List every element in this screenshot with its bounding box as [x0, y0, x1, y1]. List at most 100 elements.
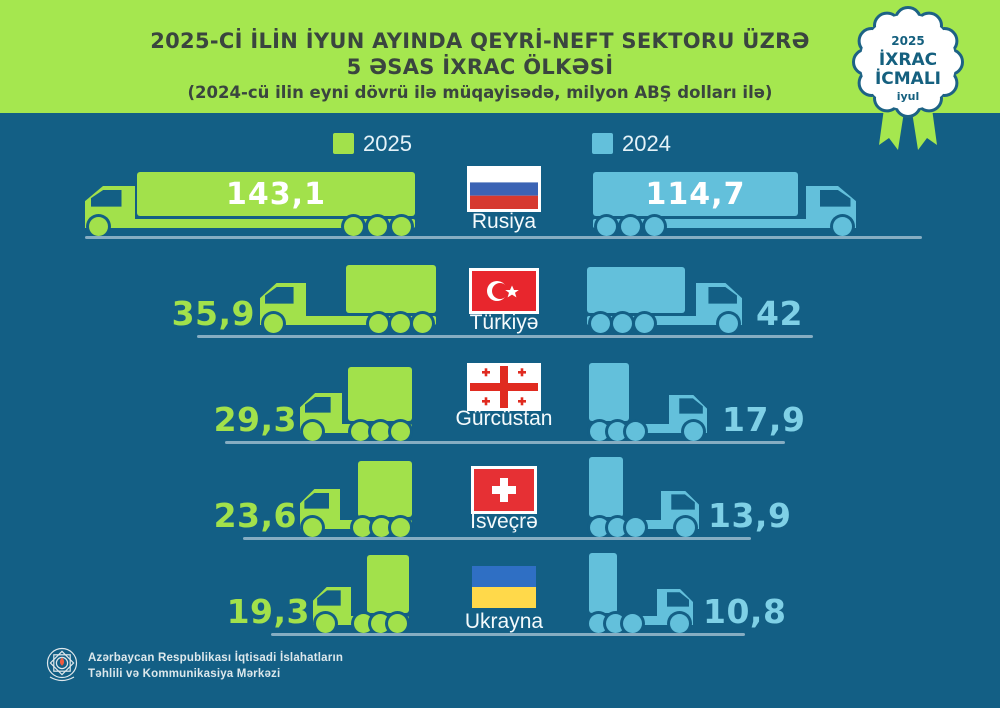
title-line-1: 2025-Cİ İLİN İYUN AYINDA QEYRİ-NEFT SEKT…	[150, 29, 810, 53]
value-2025: 143,1	[226, 176, 326, 212]
truck-wheel	[606, 614, 625, 633]
header-band: 2025-Cİ İLİN İYUN AYINDA QEYRİ-NEFT SEKT…	[0, 0, 1000, 113]
truck-2024-icon	[589, 455, 699, 537]
value-2025: 29,3	[213, 400, 297, 439]
truck-wheel	[371, 422, 390, 441]
truck-2025-icon	[260, 263, 436, 333]
cab-window	[265, 286, 294, 304]
truck-chassis	[260, 316, 436, 325]
truck-wheel	[392, 217, 411, 236]
rosette-badge-icon: 2025 İXRAC İCMALI iyul	[852, 6, 964, 150]
value-2024: 17,9	[722, 400, 806, 439]
truck-box	[589, 553, 617, 613]
truck-trailer: 114,7	[593, 172, 798, 216]
value-2024: 42	[756, 294, 803, 333]
truck-box	[358, 461, 412, 517]
road-line	[225, 441, 785, 444]
truck-wheel	[316, 614, 335, 633]
truck-wheel	[391, 314, 410, 333]
value-2025: 35,9	[171, 294, 255, 333]
truck-wheel	[591, 314, 610, 333]
value-2024: 10,8	[703, 592, 787, 631]
truck-wheel	[626, 422, 645, 441]
footer-line-2: Təhlili və Kommunikasiya Mərkəzi	[88, 668, 281, 680]
truck-wheel	[264, 314, 283, 333]
truck-wheel	[719, 314, 738, 333]
cab-window	[819, 189, 851, 207]
road-line	[271, 633, 745, 636]
truck-wheel	[589, 614, 608, 633]
truck-2024-icon	[589, 361, 707, 441]
truck-wheel	[833, 217, 852, 236]
title-line-2: 5 ƏSAS İXRAC ÖLKƏSİ	[346, 55, 614, 79]
turkey-flag-icon	[469, 268, 539, 314]
road-line	[197, 335, 813, 338]
truck-wheel	[684, 422, 703, 441]
country-label: Türkiyə	[469, 311, 539, 334]
truck-2025-icon: 143,1	[85, 170, 415, 236]
export-review-badge: 2025 İXRAC İCMALI iyul	[848, 4, 968, 154]
legend-label-2024: 2024	[622, 131, 671, 156]
road-line	[85, 236, 922, 239]
truck-wheel	[590, 422, 609, 441]
truck-2025-icon	[300, 365, 412, 441]
truck-chassis	[593, 219, 856, 228]
truck-wheel	[372, 518, 391, 537]
truck-chassis	[85, 219, 415, 228]
truck-wheel	[353, 518, 372, 537]
truck-chassis	[587, 316, 742, 325]
truck-box	[587, 267, 685, 313]
truck-wheel	[608, 518, 627, 537]
legend-swatch-2024	[592, 133, 613, 154]
truck-wheel	[670, 614, 689, 633]
truck-wheel	[368, 217, 387, 236]
country-label: Ukrayna	[464, 610, 544, 633]
cab-window	[90, 189, 122, 207]
footer-line-1: Azərbaycan Respublikası İqtisadi İslahat…	[88, 652, 344, 664]
title-subtitle: (2024-cü ilin eyni dövrü ilə müqayisədə,…	[187, 83, 773, 102]
truck-wheel	[388, 614, 407, 633]
truck-wheel	[645, 217, 664, 236]
truck-wheel	[590, 518, 609, 537]
badge-title-1: İXRAC	[879, 48, 937, 70]
truck-wheel	[303, 518, 322, 537]
truck-box	[589, 457, 623, 517]
truck-wheel	[371, 614, 390, 633]
truck-wheel	[344, 217, 363, 236]
truck-wheel	[351, 422, 370, 441]
truck-wheel	[391, 422, 410, 441]
truck-box	[367, 555, 409, 613]
truck-wheel	[621, 217, 640, 236]
truck-wheel	[626, 518, 645, 537]
truck-wheel	[303, 422, 322, 441]
country-label: Rusiya	[471, 210, 537, 233]
truck-wheel	[354, 614, 373, 633]
value-2025: 19,3	[226, 592, 310, 631]
state-emblem-icon	[44, 646, 80, 686]
value-2024: 114,7	[645, 176, 746, 212]
truck-box	[589, 363, 629, 421]
truck-box	[346, 265, 436, 313]
truck-box	[348, 367, 412, 421]
russia-flag-icon	[467, 166, 541, 212]
road-line	[243, 537, 751, 540]
truck-cab	[806, 186, 856, 228]
georgia-flag-icon	[467, 363, 541, 411]
truck-2024-icon	[589, 551, 693, 633]
value-2025: 23,6	[213, 496, 297, 535]
truck-wheel	[89, 217, 108, 236]
ukraine-flag-icon	[472, 566, 536, 608]
cab-window	[666, 592, 690, 607]
cab-window	[304, 396, 331, 413]
truck-chassis	[589, 424, 707, 433]
truck-2024-icon: 114,7	[593, 170, 856, 236]
truck-wheel	[676, 518, 695, 537]
truck-2024-icon	[587, 263, 742, 333]
value-2024: 13,9	[708, 496, 792, 535]
cab-window	[304, 492, 330, 509]
truck-wheel	[623, 614, 642, 633]
truck-wheel	[369, 314, 388, 333]
badge-year: 2025	[891, 34, 924, 48]
cab-window	[671, 494, 695, 510]
truck-trailer: 143,1	[137, 172, 415, 216]
